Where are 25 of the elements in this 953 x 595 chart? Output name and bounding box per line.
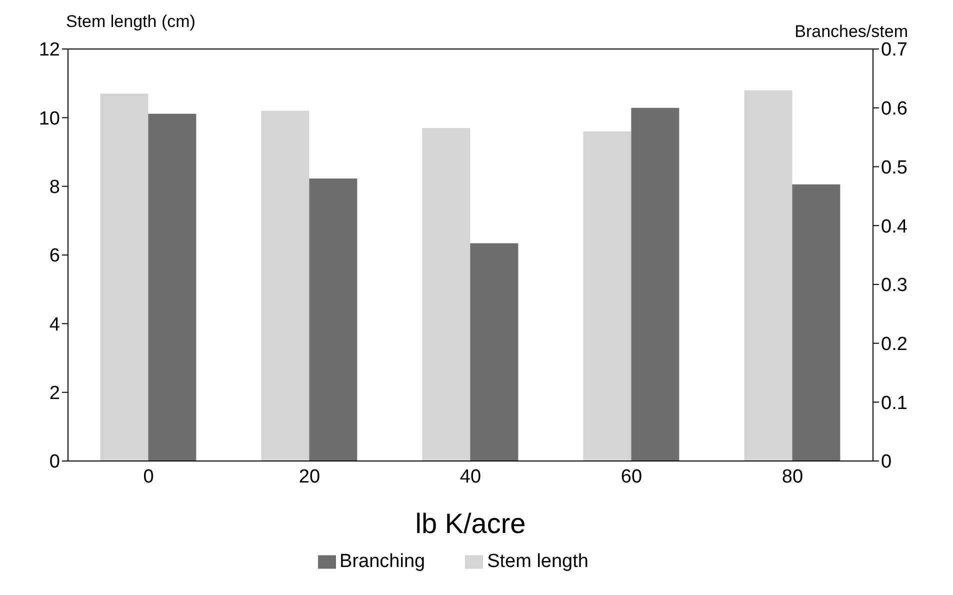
y2-tick-label: 0.7 <box>881 40 908 61</box>
y-tick-label: 8 <box>49 177 60 198</box>
legend-label: Branching <box>340 551 426 572</box>
y2-tick-label: 0.1 <box>881 392 908 414</box>
legend-label: Stem length <box>487 551 588 572</box>
y2-tick-label: 0 <box>881 452 892 473</box>
x-tick-label: 60 <box>620 466 642 488</box>
y-tick-label: 6 <box>49 246 60 267</box>
y2-axis-title: Branches/stem <box>794 22 908 42</box>
x-axis-title: lb K/acre <box>415 508 526 539</box>
x-tick-label: 0 <box>143 466 154 488</box>
y-tick-label: 12 <box>38 40 60 61</box>
y-tick-label: 0 <box>49 452 60 473</box>
x-tick-label: 40 <box>460 466 482 488</box>
y2-tick-label: 0.5 <box>881 157 908 178</box>
y-tick-label: 4 <box>49 314 60 336</box>
y-axis-title: Stem length (cm) <box>66 12 196 32</box>
x-tick-label: 20 <box>298 466 320 488</box>
y-tick-label: 2 <box>49 383 60 404</box>
y2-tick-label: 0.4 <box>881 216 908 238</box>
y2-tick-label: 0.2 <box>881 334 908 356</box>
y2-tick-label: 0.3 <box>881 275 908 296</box>
y-tick-label: 10 <box>38 108 60 130</box>
y2-tick-label: 0.6 <box>881 98 908 120</box>
x-tick-label: 80 <box>782 466 804 488</box>
